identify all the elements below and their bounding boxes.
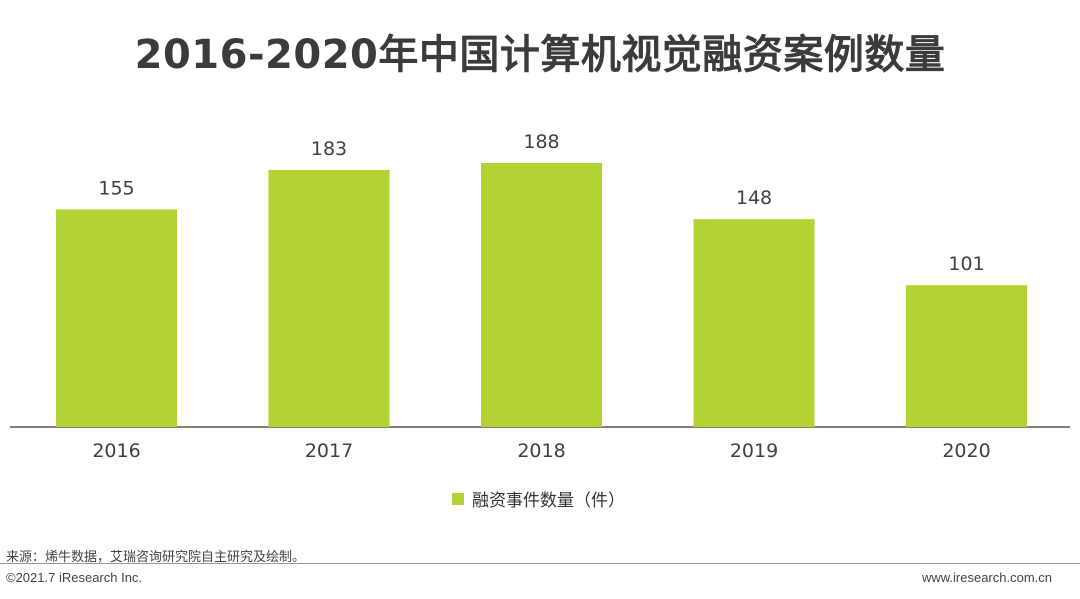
bar-2016 [56,209,177,427]
legend-swatch [452,492,464,505]
x-tick-label-2017: 2017 [305,440,353,462]
data-label-2019: 148 [736,187,772,209]
source-note: 来源：烯牛数据，艾瑞咨询研究院自主研究及绘制。 [6,550,306,565]
data-label-2017: 183 [311,138,347,160]
legend: 融资事件数量（件） [452,486,625,511]
website: www.iresearch.com.cn [921,570,1052,585]
data-label-2020: 101 [948,253,984,275]
data-label-2018: 188 [523,131,559,153]
x-tick-label-2019: 2019 [730,440,778,462]
chart-title: 2016-2020年中国计算机视觉融资案例数量 [134,32,946,78]
bar-2019 [693,219,815,427]
x-tick-label-2016: 2016 [92,440,140,462]
x-tick-label-2020: 2020 [942,440,990,462]
data-label-2016: 155 [98,177,134,199]
bar-2020 [906,285,1027,427]
bar-2018 [481,163,602,427]
x-tick-label-2018: 2018 [517,440,565,462]
bar-2017 [268,170,390,427]
footer-divider [0,563,1080,564]
legend-label: 融资事件数量（件） [472,491,625,511]
copyright: ©2021.7 iResearch Inc. [6,570,143,585]
